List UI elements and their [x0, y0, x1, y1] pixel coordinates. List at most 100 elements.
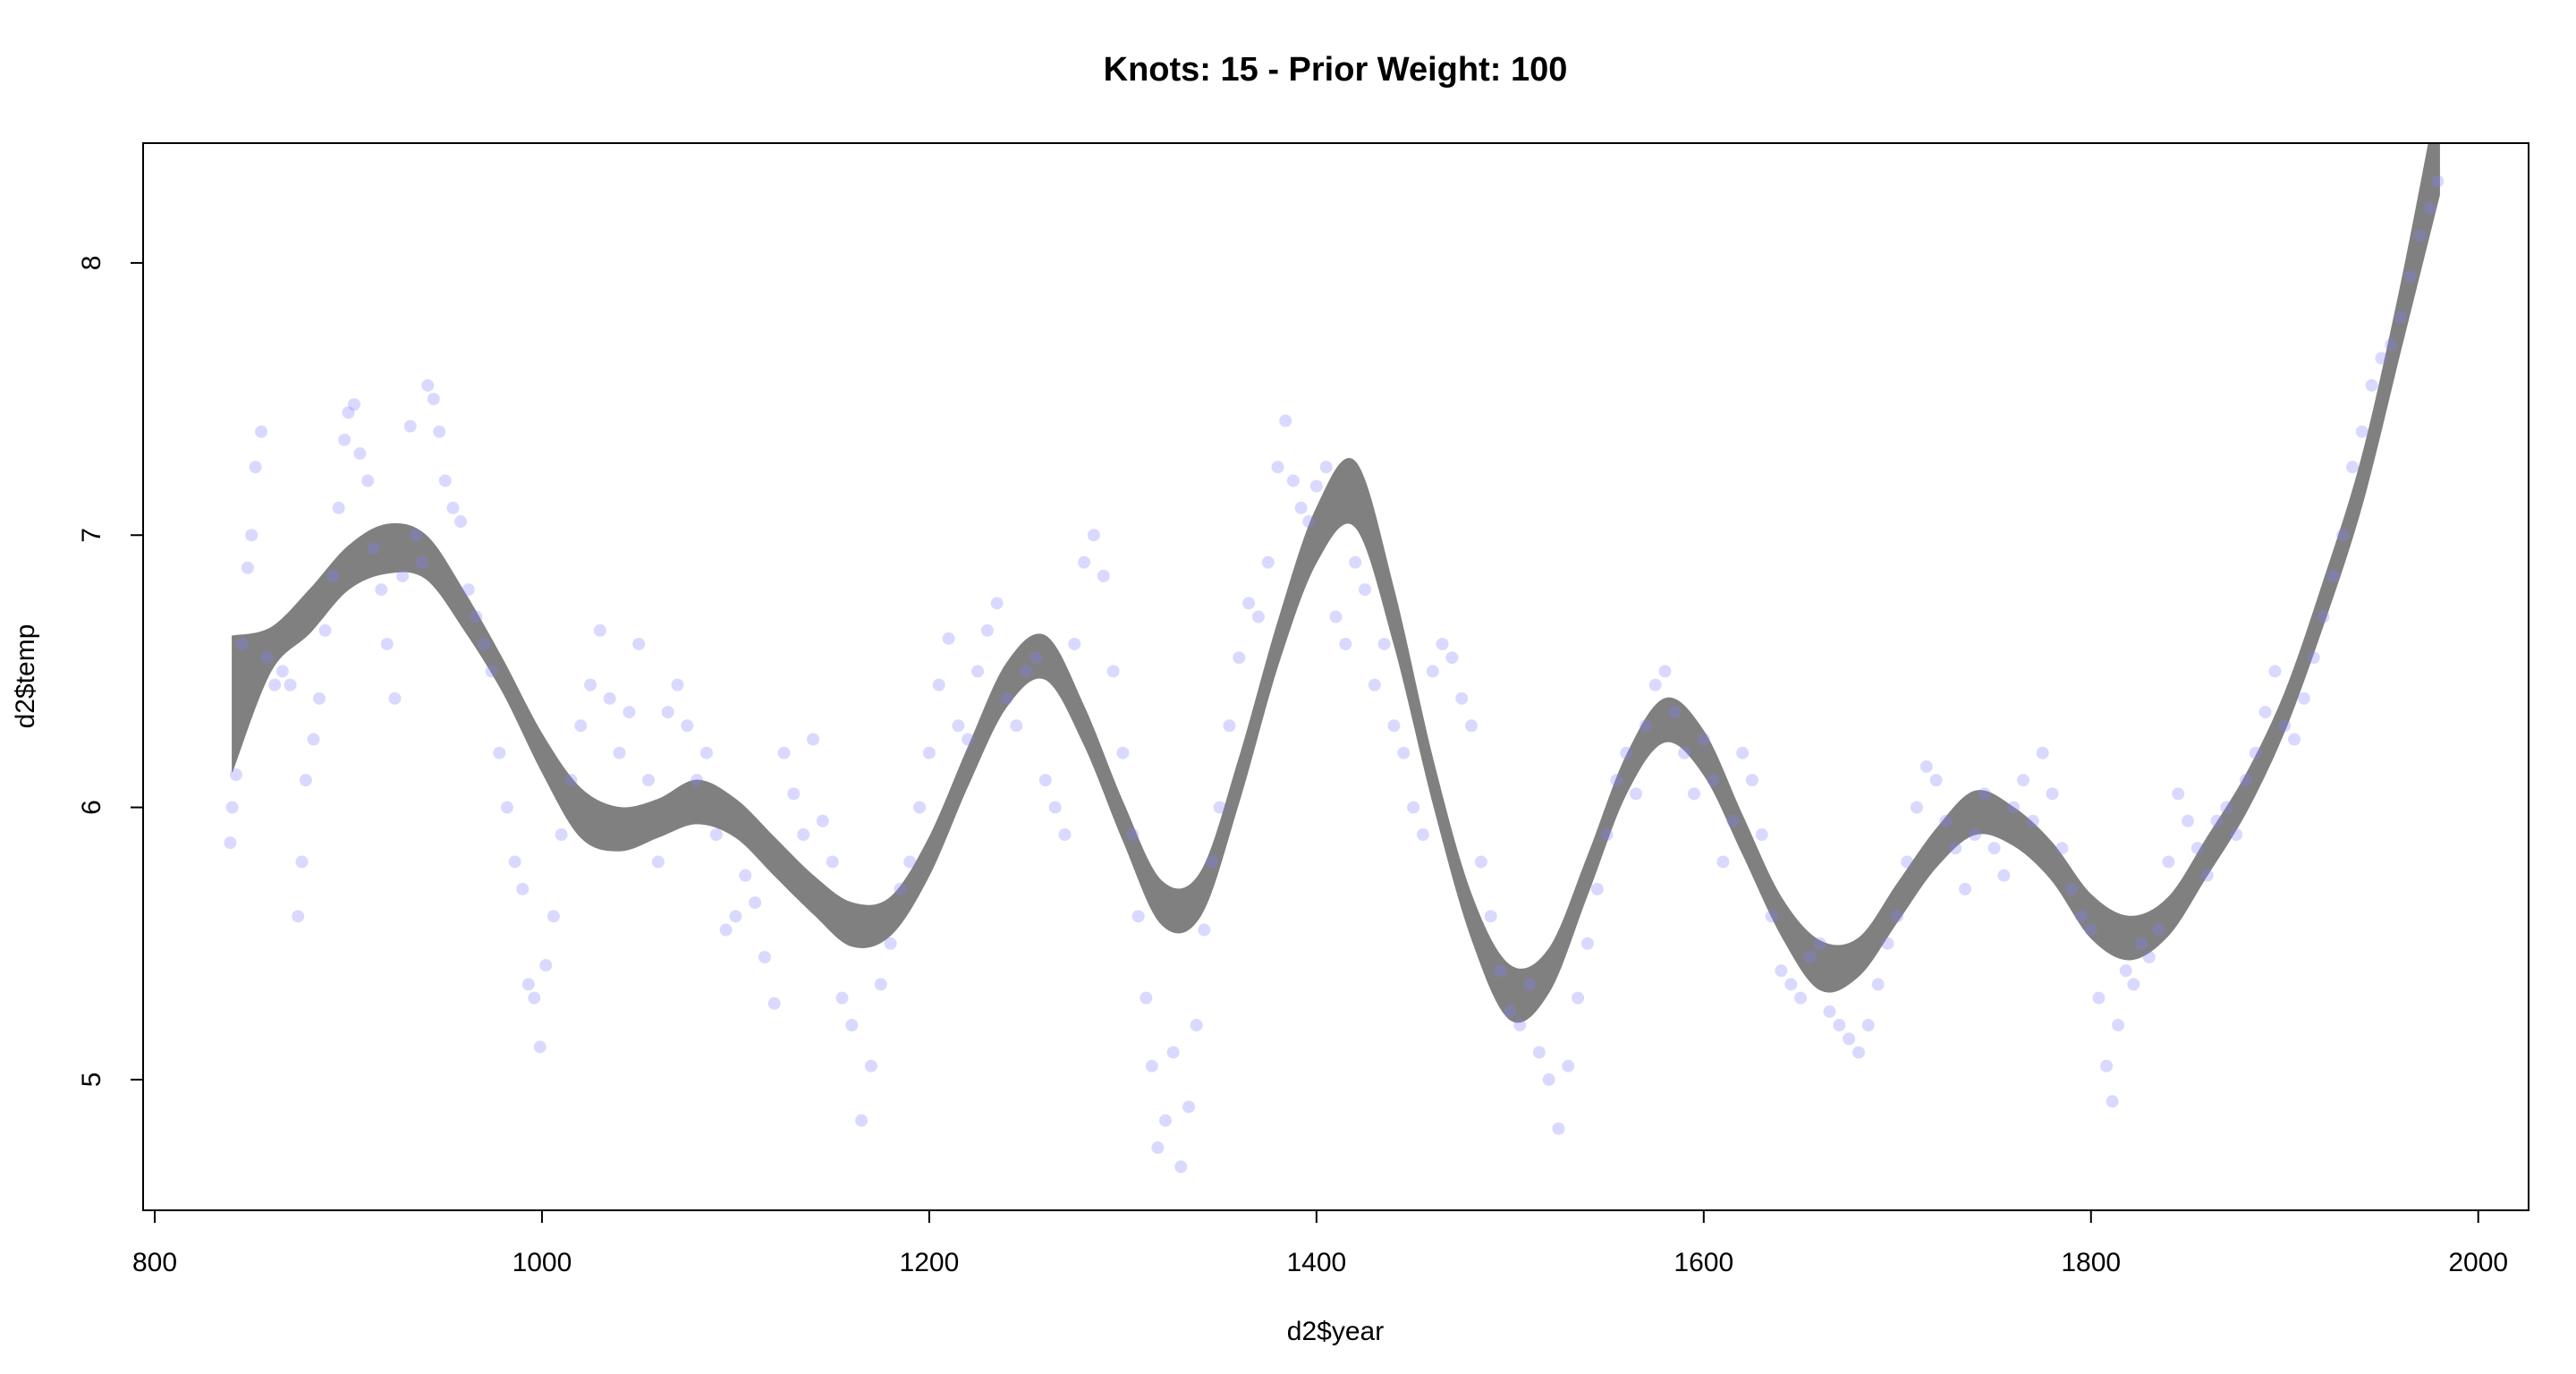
- data-point: [1580, 937, 1594, 950]
- data-point: [1978, 787, 1991, 801]
- data-point: [284, 678, 297, 691]
- data-point: [361, 474, 375, 488]
- data-point: [1407, 801, 1420, 814]
- data-point: [816, 814, 829, 827]
- y-tick-label: 5: [77, 1073, 106, 1088]
- data-point: [1151, 1141, 1165, 1155]
- data-point: [1678, 746, 1691, 759]
- data-point: [623, 706, 636, 719]
- data-point: [1590, 882, 1604, 895]
- data-point: [1182, 1100, 1195, 1114]
- data-point: [454, 515, 468, 529]
- data-point: [1871, 978, 1885, 991]
- data-point: [347, 398, 360, 411]
- data-point: [338, 433, 352, 446]
- y-tick-label: 7: [77, 528, 106, 543]
- data-point: [884, 937, 897, 950]
- data-point: [2182, 814, 2194, 827]
- data-point: [1639, 719, 1652, 733]
- x-tick-label: 2000: [2448, 1248, 2508, 1277]
- data-point: [1097, 569, 1110, 582]
- data-point: [1251, 610, 1265, 623]
- data-point: [835, 991, 849, 1005]
- data-point: [1159, 1114, 1172, 1127]
- data-point: [729, 910, 742, 923]
- data-point: [1387, 719, 1401, 733]
- data-point: [1552, 1122, 1565, 1135]
- data-point: [642, 774, 656, 787]
- data-point: [396, 569, 410, 582]
- data-point: [326, 569, 340, 582]
- data-point: [845, 1019, 859, 1032]
- plot-area: [224, 143, 2445, 1174]
- x-tick-label: 1600: [1674, 1248, 1733, 1277]
- x-tick-label: 1800: [2061, 1248, 2121, 1277]
- data-point: [547, 910, 560, 923]
- data-point: [2112, 1019, 2125, 1032]
- plot-frame: [142, 142, 2529, 1211]
- data-point: [2239, 774, 2252, 787]
- x-tick-label: 800: [132, 1248, 177, 1277]
- data-point: [415, 556, 428, 569]
- data-point: [249, 461, 262, 474]
- data-point: [1755, 828, 1768, 842]
- data-point: [1726, 814, 1740, 827]
- data-point: [1126, 828, 1140, 842]
- data-point: [1329, 610, 1343, 623]
- data-point: [2007, 801, 2021, 814]
- data-point: [275, 665, 289, 678]
- data-point: [1658, 665, 1672, 678]
- data-point: [2346, 461, 2360, 474]
- data-point: [2394, 310, 2408, 324]
- data-point: [312, 691, 326, 705]
- data-point: [1349, 556, 1362, 569]
- data-point: [1600, 828, 1614, 842]
- data-point: [292, 910, 305, 923]
- data-point: [410, 529, 423, 542]
- data-point: [342, 406, 355, 420]
- data-point: [2142, 950, 2156, 963]
- data-point: [1416, 828, 1429, 842]
- data-point: [2258, 706, 2272, 719]
- data-point: [2046, 787, 2059, 801]
- data-point: [1861, 1019, 1875, 1032]
- data-point: [1494, 964, 1507, 978]
- data-point: [1445, 651, 1459, 665]
- data-point: [2119, 964, 2132, 978]
- data-point: [903, 855, 917, 869]
- chart-title: Knots: 15 - Prior Weight: 100: [1104, 51, 1568, 89]
- data-point: [1106, 665, 1120, 678]
- data-point: [1939, 814, 1953, 827]
- data-point: [241, 561, 254, 574]
- data-point: [1233, 651, 1246, 665]
- data-point: [299, 774, 312, 787]
- data-point: [446, 501, 460, 514]
- data-point: [613, 746, 626, 759]
- data-point: [2084, 923, 2097, 937]
- data-point: [2152, 923, 2165, 937]
- x-tick-label: 1200: [900, 1248, 960, 1277]
- data-point: [1377, 637, 1391, 650]
- data-point: [1910, 801, 1923, 814]
- data-point: [1620, 746, 1633, 759]
- data-point: [681, 719, 694, 733]
- data-point: [1610, 774, 1623, 787]
- data-point: [1213, 801, 1226, 814]
- data-point: [2074, 910, 2088, 923]
- data-point: [539, 959, 553, 972]
- data-point: [826, 855, 839, 869]
- data-point: [225, 801, 239, 814]
- data-point: [2423, 202, 2436, 216]
- data-point: [913, 801, 927, 814]
- data-point: [2210, 814, 2224, 827]
- data-point: [1010, 719, 1023, 733]
- data-point: [332, 501, 345, 514]
- data-point: [295, 855, 309, 869]
- data-point: [1190, 1019, 1203, 1032]
- data-point: [990, 597, 1004, 610]
- data-point: [2135, 937, 2148, 950]
- data-point: [235, 637, 249, 650]
- data-point: [318, 623, 332, 637]
- data-point: [421, 378, 435, 392]
